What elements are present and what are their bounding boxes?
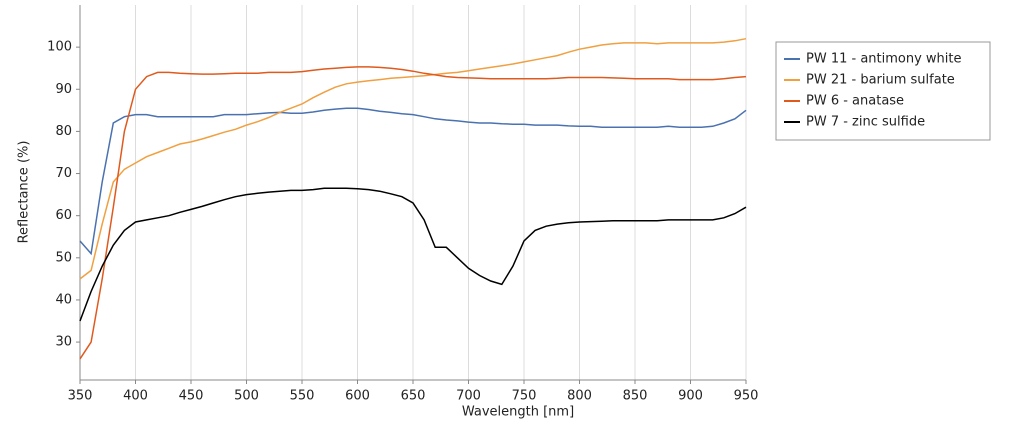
series-line (79, 66, 747, 360)
x-axis-label: Wavelength [nm] (462, 405, 574, 420)
y-tick-label: 80 (55, 124, 72, 139)
legend-box (775, 41, 991, 141)
legend-label: PW 11 - antimony white (806, 52, 962, 67)
x-tick-label: 550 (290, 389, 315, 404)
y-tick-label: 90 (55, 82, 72, 97)
x-tick-label: 700 (456, 389, 481, 404)
x-tick-label: 750 (512, 389, 537, 404)
legend-label: PW 7 - zinc sulfide (806, 115, 925, 130)
x-tick-label: 650 (401, 389, 426, 404)
x-tick-label: 600 (345, 389, 370, 404)
y-tick-label: 100 (47, 40, 72, 55)
x-tick-label: 450 (179, 389, 204, 404)
series-line (79, 187, 747, 322)
x-tick-label: 850 (623, 389, 648, 404)
y-tick-label: 60 (55, 208, 72, 223)
legend-label: PW 6 - anatase (806, 94, 904, 109)
x-tick-label: 500 (234, 389, 259, 404)
x-tick-label: 950 (734, 389, 759, 404)
y-tick-label: 40 (55, 292, 72, 307)
series-line (79, 107, 747, 256)
series-line (79, 37, 747, 280)
x-tick-label: 800 (567, 389, 592, 404)
legend-label: PW 21 - barium sulfate (806, 73, 955, 88)
y-tick-label: 70 (55, 166, 72, 181)
x-tick-label: 400 (123, 389, 148, 404)
y-axis-label: Reflectance (%) (17, 141, 32, 244)
x-tick-label: 350 (68, 389, 93, 404)
x-tick-label: 900 (678, 389, 703, 404)
y-tick-label: 50 (55, 250, 72, 265)
y-tick-label: 30 (55, 335, 72, 350)
